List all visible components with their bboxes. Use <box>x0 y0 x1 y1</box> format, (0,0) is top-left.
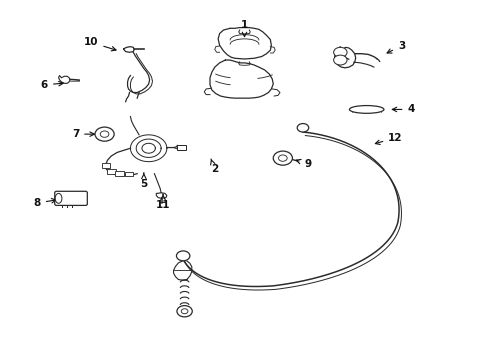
Text: 11: 11 <box>156 194 170 210</box>
FancyBboxPatch shape <box>115 171 123 176</box>
Circle shape <box>333 48 346 57</box>
FancyBboxPatch shape <box>107 169 116 174</box>
Text: 10: 10 <box>83 37 116 51</box>
Text: 5: 5 <box>140 173 147 189</box>
Circle shape <box>278 155 286 161</box>
FancyBboxPatch shape <box>124 171 133 176</box>
Text: 1: 1 <box>241 20 247 37</box>
Circle shape <box>181 309 187 314</box>
FancyBboxPatch shape <box>102 163 110 168</box>
Text: 2: 2 <box>210 159 218 174</box>
Circle shape <box>176 251 189 261</box>
Circle shape <box>273 151 292 165</box>
Text: 6: 6 <box>41 80 63 90</box>
Ellipse shape <box>349 105 383 113</box>
Text: 9: 9 <box>296 159 311 169</box>
Text: 4: 4 <box>391 104 414 114</box>
FancyBboxPatch shape <box>55 191 87 206</box>
Text: 3: 3 <box>386 41 404 53</box>
FancyBboxPatch shape <box>177 145 185 150</box>
Circle shape <box>100 131 109 137</box>
Text: 7: 7 <box>72 129 94 139</box>
Circle shape <box>95 127 114 141</box>
Text: 12: 12 <box>375 133 402 144</box>
Circle shape <box>177 306 192 317</box>
Circle shape <box>297 123 308 132</box>
Circle shape <box>333 55 346 65</box>
Ellipse shape <box>55 193 62 203</box>
Text: 8: 8 <box>34 198 56 208</box>
